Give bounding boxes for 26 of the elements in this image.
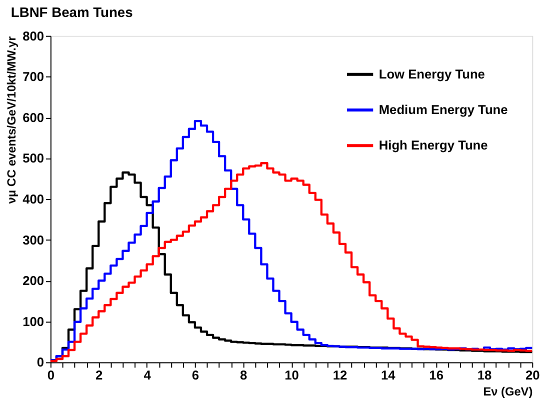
x-tick-label: 20: [526, 368, 540, 383]
y-tick-label: 100: [22, 314, 44, 329]
y-tick-label: 300: [22, 232, 44, 248]
y-tick-label: 0: [36, 354, 44, 370]
y-tick-label: 500: [22, 150, 44, 166]
x-tick-label: 18: [477, 368, 492, 383]
x-axis-title: Eν (GeV): [483, 384, 533, 398]
legend-label: Medium Energy Tune: [378, 102, 508, 117]
x-tick-label: 2: [96, 368, 103, 383]
y-tick-label: 800: [22, 28, 44, 44]
y-tick-label: 200: [22, 273, 44, 288]
y-axis-title: νμ CC events/GeV/10kt/MW.yr: [4, 36, 19, 204]
chart-title: LBNF Beam Tunes: [10, 4, 134, 20]
x-tick-label: 10: [284, 368, 299, 383]
legend-label: Low Energy Tune: [378, 66, 485, 82]
x-tick-label: 14: [381, 368, 396, 383]
x-tick-label: 4: [144, 368, 152, 383]
y-tick-label: 700: [22, 69, 44, 84]
y-tick-label: 400: [22, 191, 44, 206]
x-tick-label: 8: [240, 368, 248, 383]
x-tick-label: 0: [47, 368, 55, 383]
x-tick-label: 6: [192, 368, 200, 383]
x-tick-label: 16: [429, 368, 444, 383]
y-tick-label: 600: [22, 110, 44, 125]
x-tick-label: 12: [332, 368, 348, 383]
legend-label: High Energy Tune: [378, 138, 488, 153]
